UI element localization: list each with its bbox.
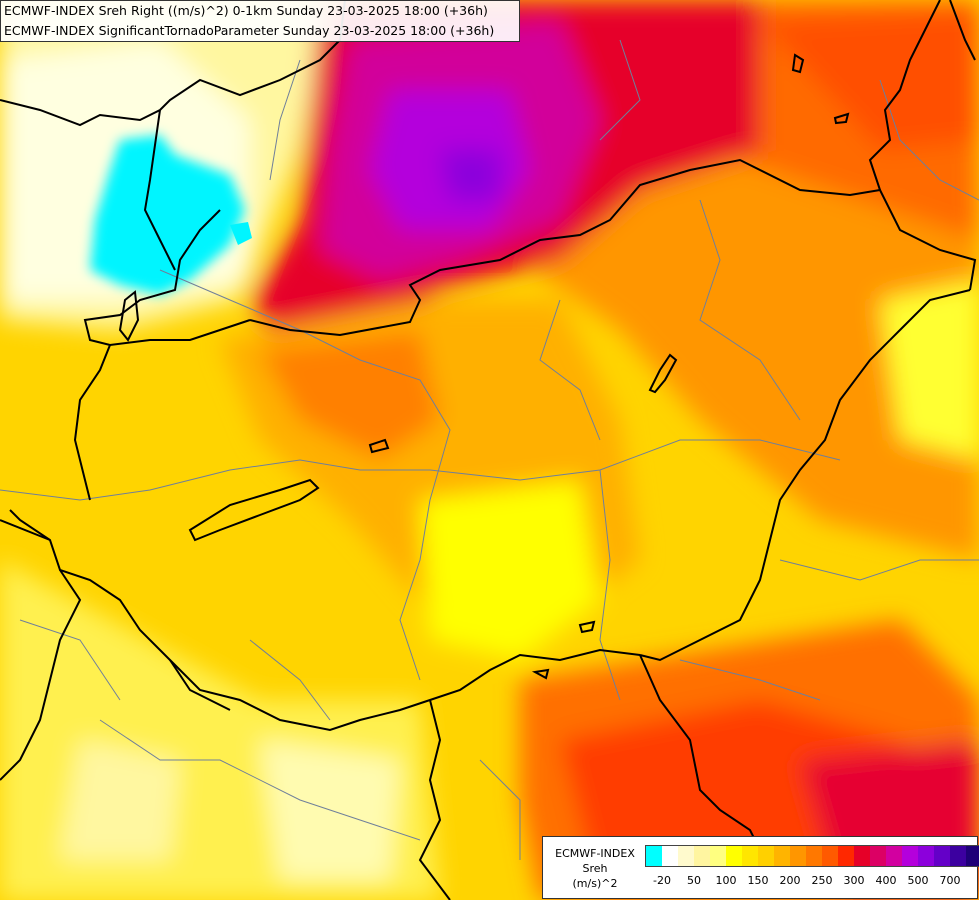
- legend-title: ECMWF-INDEX Sreh (m/s)^2: [549, 846, 641, 891]
- legend-tick-label: 300: [843, 874, 865, 887]
- legend-swatch: [646, 846, 662, 866]
- legend-model: ECMWF-INDEX: [555, 847, 635, 860]
- title-line-2: ECMWF-INDEX SignificantTornadoParameter …: [4, 23, 495, 38]
- legend-tick-label: 200: [779, 874, 801, 887]
- legend-tick-label: 150: [747, 874, 769, 887]
- legend-swatch: [838, 846, 854, 866]
- legend-variable: Sreh: [582, 862, 608, 875]
- field-negative: [230, 222, 252, 245]
- legend-tick-label: 700: [939, 874, 961, 887]
- legend-tick-label: 400: [875, 874, 897, 887]
- legend-swatch: [886, 846, 902, 866]
- legend-swatch: [918, 846, 934, 866]
- legend-tick-label: -20: [653, 874, 671, 887]
- legend-swatch: [678, 846, 694, 866]
- legend-swatch: [822, 846, 838, 866]
- legend-swatch: [950, 846, 966, 866]
- legend-swatch: [742, 846, 758, 866]
- legend-swatch: [806, 846, 822, 866]
- legend-tick-label: 500: [907, 874, 929, 887]
- legend-swatch: [902, 846, 918, 866]
- legend-swatch: [966, 846, 979, 866]
- legend-swatch: [934, 846, 950, 866]
- legend-swatch: [694, 846, 710, 866]
- legend-swatch: [758, 846, 774, 866]
- regional-borders: [0, 39, 979, 860]
- legend-tick-label: 100: [715, 874, 737, 887]
- field-negative: [90, 135, 245, 295]
- legend-swatch: [774, 846, 790, 866]
- legend-swatch: [662, 846, 678, 866]
- legend-swatch: [870, 846, 886, 866]
- color-legend: ECMWF-INDEX Sreh (m/s)^2 -20 50 100 150 200 2…: [542, 836, 979, 899]
- map-title-box: ECMWF-INDEX Sreh Right ((m/s)^2) 0-1km S…: [0, 0, 520, 42]
- legend-swatch: [854, 846, 870, 866]
- legend-swatch: [710, 846, 726, 866]
- title-line-1: ECMWF-INDEX Sreh Right ((m/s)^2) 0-1km S…: [4, 3, 488, 18]
- legend-unit: (m/s)^2: [572, 877, 618, 890]
- legend-tick-label: 50: [687, 874, 701, 887]
- legend-tick-label: 250: [811, 874, 833, 887]
- legend-swatch: [726, 846, 742, 866]
- legend-color-bar: [645, 845, 979, 867]
- legend-swatch: [790, 846, 806, 866]
